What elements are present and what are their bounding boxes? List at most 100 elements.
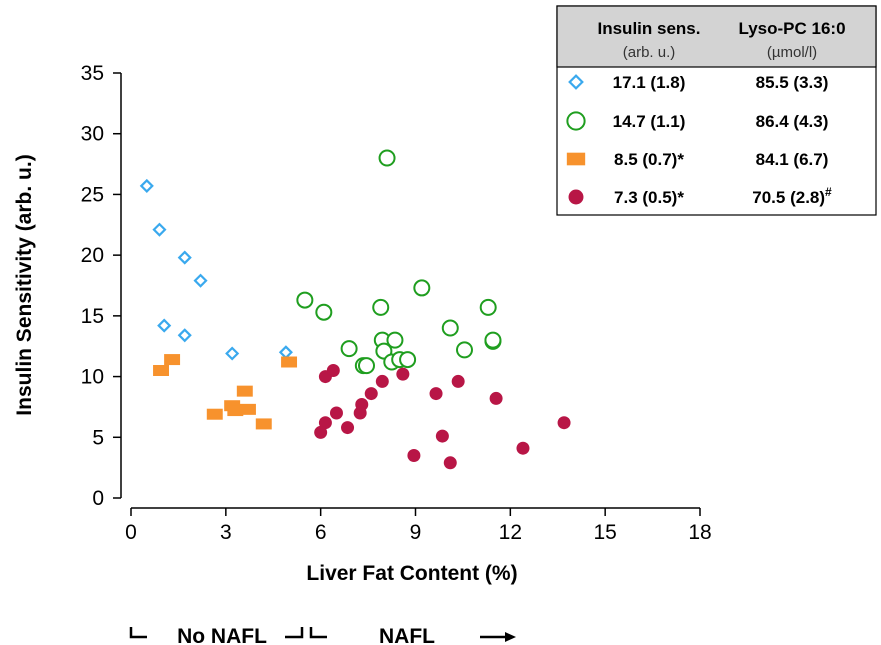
data-point xyxy=(516,441,530,455)
legend-marker xyxy=(566,152,586,166)
x-tick-label: 6 xyxy=(315,521,327,544)
x-tick-label: 3 xyxy=(220,521,232,544)
data-point xyxy=(378,149,396,167)
data-point xyxy=(441,319,459,337)
data-point xyxy=(413,279,431,297)
legend-marker xyxy=(566,111,586,131)
data-point xyxy=(318,416,332,430)
legend-col2-unit: (µmol/l) xyxy=(767,44,817,61)
legend-lysopc-value: 85.5 (3.3) xyxy=(756,73,829,92)
data-point xyxy=(157,318,172,333)
data-point xyxy=(153,365,170,376)
no-nafl-left-bracket xyxy=(129,627,147,639)
data-point xyxy=(479,298,497,316)
data-point xyxy=(152,222,167,237)
y-tick-label: 10 xyxy=(81,366,104,389)
y-tick-label: 25 xyxy=(81,183,104,206)
data-point xyxy=(399,351,417,369)
data-point xyxy=(429,387,443,401)
data-point xyxy=(358,357,376,375)
data-point xyxy=(407,449,421,462)
data-point xyxy=(281,356,298,368)
data-point xyxy=(193,273,208,288)
x-tick-label: 12 xyxy=(499,521,522,544)
data-point xyxy=(341,421,355,435)
liver-fat-regions: No NAFL NAFL xyxy=(129,625,516,645)
legend-marker xyxy=(568,74,584,90)
data-point xyxy=(177,250,192,265)
legend-insulin-value: 8.5 (0.7)* xyxy=(614,150,684,169)
axes: 0 5 10 15 20 25 30 35 0 3 6 9 12 15 18 Liver Fat Cont… xyxy=(13,62,712,585)
y-tick-label: 30 xyxy=(81,123,104,146)
data-point xyxy=(455,341,473,359)
no-nafl-right-bracket xyxy=(285,627,304,639)
data-point xyxy=(435,429,449,443)
y-ticks: 0 5 10 15 20 25 30 35 xyxy=(81,62,121,510)
legend-row: 8.5 (0.7)* 84.1 (6.7) xyxy=(566,150,829,169)
legend-col2-title: Lyso-PC 16:0 xyxy=(738,19,845,38)
series-1 xyxy=(296,149,502,375)
legend-marker xyxy=(568,189,584,205)
legend-header-bg xyxy=(556,5,877,68)
x-axis-title: Liver Fat Content (%) xyxy=(306,562,517,585)
data-point xyxy=(315,303,333,321)
legend-row: 17.1 (1.8) 85.5 (3.3) xyxy=(568,73,829,92)
data-point xyxy=(206,408,223,420)
x-tick-label: 9 xyxy=(410,521,422,544)
legend-lysopc-value: 84.1 (6.7) xyxy=(756,150,829,169)
legend-col1-unit: (arb. u.) xyxy=(623,44,676,61)
legend-row: 7.3 (0.5)* 70.5 (2.8)# xyxy=(568,185,832,207)
data-point xyxy=(484,331,502,349)
data-point xyxy=(296,291,314,309)
legend-rows: 17.1 (1.8) 85.5 (3.3) 14.7 (1.1) 86.4 (4.3)… xyxy=(566,73,832,207)
data-point xyxy=(164,354,181,366)
y-tick-label: 5 xyxy=(92,426,104,449)
legend-table: Insulin sens. (arb. u.) Lyso-PC 16:0 (µm… xyxy=(556,5,877,216)
y-tick-label: 35 xyxy=(81,62,104,85)
series-3 xyxy=(314,364,571,470)
region-label-no-nafl: No NAFL xyxy=(177,625,267,645)
data-point xyxy=(225,346,240,361)
legend-lysopc-value: 86.4 (4.3) xyxy=(756,112,829,131)
data-point xyxy=(386,331,404,349)
y-tick-label: 0 xyxy=(92,487,104,510)
nafl-arrow-head xyxy=(505,632,516,642)
x-tick-label: 18 xyxy=(688,521,711,544)
data-point xyxy=(340,340,358,358)
series-0 xyxy=(139,178,293,361)
series-2 xyxy=(153,354,298,430)
data-point xyxy=(375,374,389,388)
data-point xyxy=(139,178,154,193)
data-point xyxy=(443,456,457,470)
data-point xyxy=(489,391,503,405)
x-tick-label: 15 xyxy=(593,521,616,544)
legend-insulin-value: 14.7 (1.1) xyxy=(613,112,686,131)
legend-col1-title: Insulin sens. xyxy=(598,19,701,38)
x-ticks: 0 3 6 9 12 15 18 xyxy=(125,508,712,544)
nafl-left-bracket xyxy=(309,627,327,639)
y-tick-label: 20 xyxy=(81,244,104,267)
data-point xyxy=(329,406,343,420)
data-point xyxy=(557,416,571,430)
data-point xyxy=(314,425,328,439)
data-point xyxy=(451,374,465,388)
data-point xyxy=(227,405,244,417)
data-point xyxy=(353,406,367,420)
data-point xyxy=(278,345,293,360)
legend-lysopc-value: 70.5 (2.8)# xyxy=(752,185,832,207)
legend-insulin-value: 17.1 (1.8) xyxy=(613,73,686,92)
region-label-nafl: NAFL xyxy=(379,625,435,645)
legend-row: 14.7 (1.1) 86.4 (4.3) xyxy=(566,111,829,131)
data-point xyxy=(255,418,272,430)
data-point xyxy=(177,328,192,343)
legend-insulin-value: 7.3 (0.5)* xyxy=(614,188,684,207)
data-points xyxy=(139,149,571,470)
y-axis-title: Insulin Sensitivity (arb. u.) xyxy=(13,154,36,415)
data-point xyxy=(236,385,253,397)
data-point xyxy=(364,387,378,401)
data-point xyxy=(239,403,256,415)
x-tick-label: 0 xyxy=(125,521,137,544)
data-point xyxy=(396,367,410,381)
y-tick-label: 15 xyxy=(81,305,104,328)
